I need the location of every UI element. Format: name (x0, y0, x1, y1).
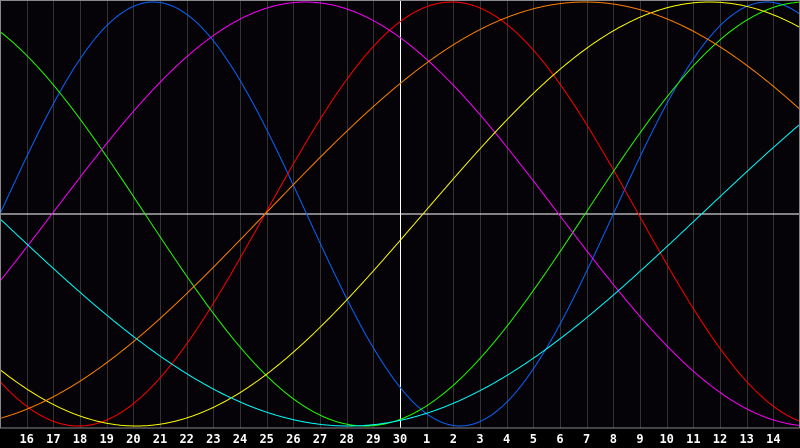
x-tick-label: 23 (206, 432, 220, 446)
x-tick-label: 13 (739, 432, 753, 446)
series-line-3 (0, 1, 800, 426)
series-line-1 (0, 1, 800, 427)
series-line-6 (0, 123, 800, 427)
x-tick-label: 11 (686, 432, 700, 446)
x-tick-label: 19 (99, 432, 113, 446)
x-tick-label: 21 (153, 432, 167, 446)
x-tick-label: 3 (476, 432, 483, 446)
x-tick-label: 28 (339, 432, 353, 446)
x-tick-label: 5 (530, 432, 537, 446)
x-tick-label: 1 (423, 432, 430, 446)
x-tick-label: 6 (556, 432, 563, 446)
x-tick-label: 10 (659, 432, 673, 446)
x-tick-label: 4 (503, 432, 510, 446)
x-tick-label: 18 (73, 432, 87, 446)
x-tick-label: 27 (313, 432, 327, 446)
x-tick-label: 22 (179, 432, 193, 446)
x-tick-label: 8 (610, 432, 617, 446)
x-tick-label: 24 (233, 432, 247, 446)
series-line-4 (0, 1, 800, 427)
x-tick-label: 30 (393, 432, 407, 446)
x-tick-label: 17 (46, 432, 60, 446)
x-tick-label: 25 (259, 432, 273, 446)
x-tick-label: 16 (19, 432, 33, 446)
x-tick-label: 29 (366, 432, 380, 446)
x-tick-label: 20 (126, 432, 140, 446)
series-line-5 (0, 1, 800, 419)
x-tick-label: 9 (636, 432, 643, 446)
x-tick-label: 14 (766, 432, 780, 446)
series-line-2 (0, 1, 800, 427)
series-line-0 (0, 1, 800, 427)
x-tick-label: 7 (583, 432, 590, 446)
x-tick-label: 26 (286, 432, 300, 446)
x-tick-label: 12 (713, 432, 727, 446)
x-tick-label: 2 (450, 432, 457, 446)
